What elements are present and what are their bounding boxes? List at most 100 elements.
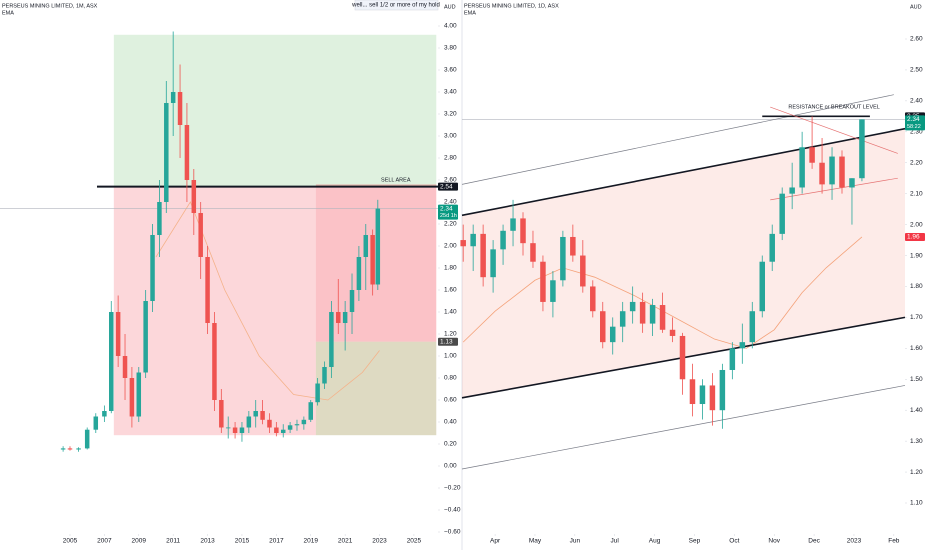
- candle-body: [363, 235, 369, 257]
- candle-body: [60, 448, 66, 450]
- candle-body: [198, 213, 203, 257]
- candle-body: [93, 416, 99, 430]
- candle-body: [370, 235, 375, 285]
- candle-body: [460, 240, 466, 247]
- candle-body: [164, 103, 169, 202]
- price-tag: [905, 232, 925, 241]
- candle-body: [225, 427, 231, 429]
- y-tick-label: −0.60: [444, 529, 461, 536]
- candle-body: [76, 448, 81, 450]
- x-tick-label: 2017: [269, 538, 284, 545]
- x-tick-label: 2007: [97, 538, 112, 545]
- x-tick-label: 2023: [847, 538, 862, 545]
- candle-body: [184, 125, 190, 180]
- note-text: well... sell 1/2 or more of my hold: [351, 3, 440, 9]
- candle-body: [649, 305, 656, 324]
- x-tick-label: Sep: [689, 538, 701, 545]
- y-tick-label: 3.00: [444, 133, 457, 140]
- candle-body: [560, 236, 566, 281]
- candle-body: [122, 356, 128, 378]
- candle-body: [322, 367, 327, 384]
- candle-body: [67, 448, 73, 450]
- candle-body: [102, 411, 107, 417]
- price-tag-sub: 25d 1h: [440, 213, 457, 219]
- drawing-line: [461, 385, 906, 470]
- drawing-label: SELL AREA: [381, 177, 411, 183]
- candle-body: [590, 286, 596, 312]
- candle-body: [689, 379, 696, 405]
- x-tick-label: Dec: [808, 538, 820, 545]
- candle-body: [540, 261, 546, 302]
- candle-body: [342, 312, 348, 323]
- indicator-label: EMA: [2, 10, 14, 16]
- candle-body: [709, 385, 716, 411]
- y-tick-label: −0.20: [444, 485, 461, 492]
- candle-body: [550, 280, 556, 302]
- note-box: [354, 0, 439, 11]
- y-tick-label: 0.20: [444, 441, 457, 448]
- candle-body: [280, 429, 286, 433]
- candle-body: [779, 193, 785, 234]
- y-tick-label: 1.60: [444, 287, 457, 294]
- zone: [315, 341, 437, 436]
- candle-body: [239, 427, 245, 433]
- candle-body: [739, 342, 746, 349]
- y-tick-label: 2.60: [910, 36, 923, 43]
- candle-body: [191, 180, 197, 213]
- candle-body: [520, 218, 526, 244]
- indicator-label: EMA: [464, 10, 476, 16]
- y-tick-label: 2.80: [444, 155, 457, 162]
- candle-body: [274, 427, 279, 433]
- y-tick-label: 1.10: [910, 500, 923, 507]
- candle-body: [659, 305, 666, 330]
- candle-body: [356, 257, 362, 290]
- y-tick-label: 2.30: [910, 129, 923, 136]
- chart-title: PERSEUS MINING LIMITED, 1M, ASX: [2, 3, 98, 9]
- candle-body: [336, 312, 341, 323]
- candle-body: [349, 290, 355, 312]
- candle-body: [205, 257, 210, 323]
- candle-body: [470, 233, 476, 247]
- candle-body: [115, 312, 121, 356]
- drawing-line: [461, 127, 906, 217]
- candle-body: [232, 427, 238, 433]
- y-tick-label: 1.70: [910, 314, 923, 321]
- y-tick-label: 1.20: [910, 469, 923, 476]
- candle-body: [480, 233, 486, 278]
- candle-body: [177, 92, 183, 125]
- candle-body: [308, 402, 313, 420]
- drawing-line: [461, 94, 894, 185]
- x-tick-label: 2013: [200, 538, 215, 545]
- y-tick-label: 0.00: [444, 463, 457, 470]
- candle-body: [329, 312, 334, 367]
- candle-body: [839, 156, 845, 188]
- candle-body: [143, 301, 148, 373]
- candle-body: [136, 372, 142, 417]
- currency-label: AUD: [910, 4, 922, 10]
- drawing-line: [770, 106, 898, 154]
- candle-body: [260, 411, 265, 420]
- candle-body: [699, 385, 706, 405]
- candle-body: [600, 311, 606, 343]
- candle-body: [530, 243, 536, 262]
- y-tick-label: 4.00: [444, 23, 457, 30]
- x-tick-label: 2023: [372, 538, 387, 545]
- y-tick-label: 1.80: [910, 283, 923, 290]
- price-tag-label: 2.54: [440, 183, 453, 190]
- candle-body: [669, 329, 676, 336]
- candle-body: [294, 424, 300, 426]
- candle-body: [609, 326, 616, 343]
- candle-body: [287, 425, 293, 430]
- x-tick-label: 2019: [304, 538, 319, 545]
- x-tick-label: Nov: [768, 538, 780, 545]
- candle-body: [789, 187, 795, 194]
- candle-body: [157, 202, 162, 235]
- price-tag: [438, 337, 458, 346]
- y-tick-label: 2.10: [910, 190, 923, 197]
- price-tag-label: 1.96: [907, 234, 920, 241]
- price-tag: [438, 182, 458, 191]
- candle-body: [809, 147, 815, 163]
- candle-body: [150, 235, 155, 301]
- y-tick-label: 0.80: [444, 375, 457, 382]
